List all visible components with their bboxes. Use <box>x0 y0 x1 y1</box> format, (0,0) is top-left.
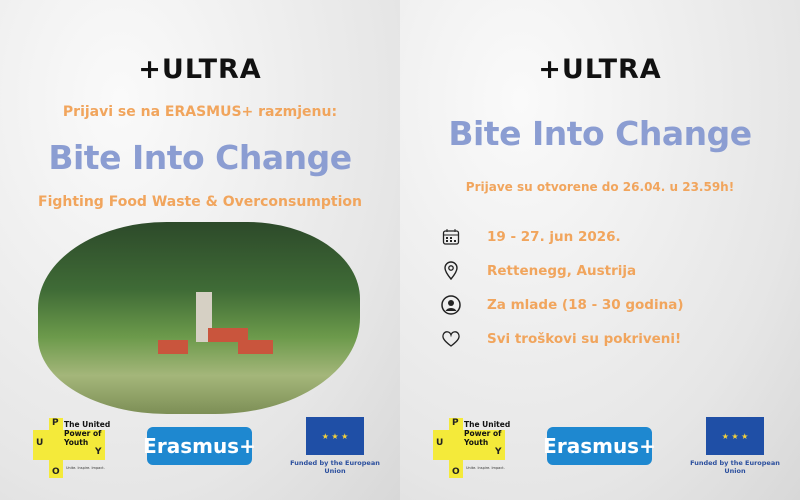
village-photo <box>38 222 360 414</box>
brand-logo: +ULTRA <box>138 54 262 85</box>
right-panel: +ULTRA Bite Into Change Prijave su otvor… <box>400 0 800 500</box>
costs-item: Svi troškovi su pokriveni! <box>440 322 684 356</box>
age-item: Za mlade (18 - 30 godina) <box>440 288 684 322</box>
left-panel: +ULTRA Prijavi se na ERASMUS+ razmjenu: … <box>0 0 400 500</box>
subtitle: Fighting Food Waste & Overconsumption <box>38 194 362 210</box>
puoy-logo: P U Y O The United Power of Youth Unite.… <box>33 418 113 478</box>
calendar-icon <box>440 226 462 248</box>
person-icon <box>440 294 462 316</box>
details-list: 19 - 27. jun 2026. Rettenegg, Austrija Z… <box>440 220 684 356</box>
puoy-logo: P U Y O The United Power of Youth Unite.… <box>433 418 513 478</box>
date-item: 19 - 27. jun 2026. <box>440 220 684 254</box>
title: Bite Into Change <box>448 114 752 153</box>
logos-row: P U Y O The United Power of Youth Unite.… <box>0 415 400 485</box>
erasmus-logo: Erasmus+ <box>143 427 256 465</box>
heart-icon <box>440 328 462 350</box>
location-pin-icon <box>440 260 462 282</box>
eu-caption: Funded by the European Union <box>290 459 380 475</box>
eu-flag-icon: ★ ★ ★ <box>306 417 364 455</box>
brand-logo: +ULTRA <box>538 54 662 85</box>
deadline-text: Prijave su otvorene do 26.04. u 23.59h! <box>465 180 735 194</box>
title: Bite Into Change <box>48 138 352 177</box>
eu-flag-icon: ★ ★ ★ <box>706 417 764 455</box>
eu-caption: Funded by the European Union <box>690 459 780 475</box>
intro-text: Prijavi se na ERASMUS+ razmjenu: <box>62 104 338 120</box>
erasmus-logo: Erasmus+ <box>543 427 656 465</box>
location-item: Rettenegg, Austrija <box>440 254 684 288</box>
logos-row: P U Y O The United Power of Youth Unite.… <box>400 415 800 485</box>
